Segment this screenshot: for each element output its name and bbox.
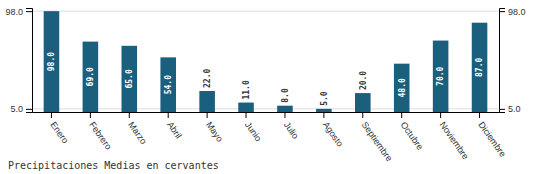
bar [355, 93, 371, 112]
x-tick: Noviembre [438, 112, 471, 161]
x-tick-mark [207, 112, 208, 118]
y2-tick: 98.0 [499, 7, 526, 17]
x-tick-mark [246, 112, 247, 118]
data-label: 22.0 [203, 69, 212, 88]
data-label: 5.0 [320, 91, 329, 106]
bar [394, 64, 410, 112]
data-label: 54.0 [164, 75, 173, 94]
x-tick-label: Noviembre [438, 120, 471, 161]
grid-line [32, 11, 499, 12]
x-tick-label: Octubre [399, 120, 426, 152]
x-tick: Abril [165, 112, 184, 140]
bars [44, 11, 488, 112]
y2-tick: 5.0 [499, 104, 521, 114]
y-axis: 5.0 98.0 [5, 7, 32, 115]
data-label: 69.0 [86, 67, 95, 86]
x-tick-mark [168, 112, 169, 118]
x-tick-label: Agosto [321, 120, 345, 149]
bar [44, 11, 60, 112]
data-label: 48.0 [398, 78, 407, 97]
x-tick-mark [129, 112, 130, 118]
x-tick: Mayo [204, 112, 225, 144]
x-tick-label: Septiembre [360, 120, 395, 163]
data-label: 11.0 [242, 80, 251, 99]
x-tick: Marzo [126, 112, 149, 146]
x-tick-mark [51, 112, 52, 118]
data-label: 70.0 [436, 66, 445, 85]
bar [122, 46, 138, 112]
x-axis: Enero Febrero Marzo Abril Mayo Junio Julio Agos… [33, 112, 508, 163]
x-tick-label: Abril [165, 120, 184, 140]
x-tick: Julio [282, 112, 301, 141]
data-label: 98.0 [47, 52, 56, 71]
bar [199, 91, 215, 112]
y2-tick-mark [499, 109, 505, 110]
bar [238, 103, 254, 112]
x-tick-mark [440, 112, 441, 118]
y-tick: 5.0 [10, 104, 32, 114]
x-tick: Septiembre [360, 112, 395, 163]
y-tick: 98.0 [5, 7, 32, 17]
x-tick-label: Marzo [126, 120, 149, 146]
x-tick: Agosto [321, 112, 345, 149]
data-label: 20.0 [359, 71, 368, 90]
x-tick: Junio [243, 112, 264, 143]
y2-tick-label: 5.0 [508, 104, 521, 114]
bar [277, 106, 293, 112]
y-axis-line [26, 9, 33, 113]
x-axis-line [33, 112, 500, 113]
x-tick-mark [323, 112, 324, 118]
plot: Enero Febrero Marzo Abril Mayo Junio Julio Agos… [5, 7, 525, 164]
x-tick-mark [401, 112, 402, 118]
data-label: 65.0 [125, 69, 134, 88]
y-tick-mark [26, 11, 32, 12]
x-tick-label: Mayo [204, 120, 225, 144]
x-tick-label: Enero [48, 120, 70, 145]
x-tick-mark [284, 112, 285, 118]
chart: Enero Febrero Marzo Abril Mayo Junio Julio Agos… [0, 0, 537, 174]
bar [316, 109, 332, 112]
x-tick-label: Junio [243, 120, 264, 143]
x-tick: Enero [48, 112, 70, 145]
x-tick-mark [479, 112, 480, 118]
grid [32, 11, 499, 109]
x-tick-mark [90, 112, 91, 118]
data-label: 87.0 [475, 58, 484, 77]
y-tick-mark [26, 109, 32, 110]
bar [433, 41, 449, 112]
y2-tick-mark [499, 11, 505, 12]
x-tick: Febrero [87, 112, 113, 151]
x-tick: Diciembre [476, 112, 507, 159]
bar [83, 42, 99, 112]
title: Precipitaciones Medias en cervantes [8, 160, 219, 171]
x-tick-label: Diciembre [476, 120, 507, 159]
grid-line [32, 108, 499, 109]
bar [472, 23, 488, 112]
data-label: 8.0 [281, 88, 290, 103]
y2-tick-label: 98.0 [508, 7, 526, 17]
y-tick-label: 98.0 [5, 7, 23, 17]
x-tick-mark [362, 112, 363, 118]
bar [160, 57, 176, 112]
x-tick-label: Febrero [87, 120, 113, 152]
x-tick-label: Julio [282, 120, 301, 141]
y2-axis: 5.0 98.0 [499, 7, 526, 115]
y2-axis-line [500, 9, 506, 113]
y-tick-label: 5.0 [10, 104, 23, 114]
data-labels: 98.0 69.0 65.0 54.0 22.0 11.0 8.0 5.0 20.0 48.0 70… [47, 52, 484, 106]
x-tick: Octubre [399, 112, 426, 152]
